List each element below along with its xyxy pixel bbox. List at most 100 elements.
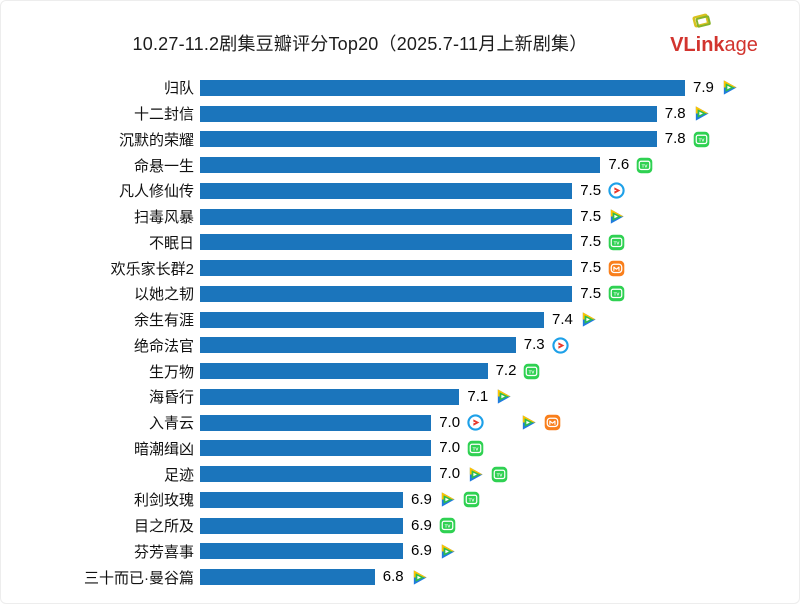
chart-row: 归队 7.9 — [0, 75, 800, 101]
bar-track: 7.0 — [200, 414, 800, 431]
rating-bar — [200, 285, 573, 302]
platform-icon-slot: TV — [463, 491, 480, 508]
platform-icon-slot — [439, 491, 456, 508]
tencent-video-icon — [498, 389, 511, 404]
chart-row: 不眠日 7.5 TV — [0, 230, 800, 256]
bar-track: 6.9 — [200, 543, 800, 560]
drama-title-label: 芬芳喜事 — [133, 543, 194, 561]
bar-track: 7.5 TV — [200, 234, 800, 251]
platform-icon-slot — [439, 543, 456, 560]
drama-title-label: 扫毒风暴 — [133, 209, 194, 227]
iqiyi-icon: TV — [463, 492, 480, 508]
rating-value: 7.8 — [664, 104, 686, 122]
drama-title-label: 绝命法官 — [133, 337, 194, 355]
platform-icon-slot: TV — [693, 131, 710, 148]
rating-value: 6.9 — [411, 542, 432, 560]
chart-row: 足迹 7.0 TV — [0, 461, 800, 487]
drama-title-label: 足迹 — [163, 466, 194, 484]
drama-title-label: 以她之韧 — [133, 286, 194, 304]
rating-bar — [200, 208, 573, 225]
rating-value: 7.5 — [580, 181, 602, 199]
platform-icon-slot — [608, 182, 625, 200]
platform-icon-slot — [721, 79, 738, 96]
platform-icon-slot — [608, 260, 625, 277]
platform-icon-slot — [608, 208, 625, 225]
mango-tv-icon — [608, 260, 625, 276]
svg-text:TV: TV — [698, 137, 705, 142]
platform-icon-slot — [467, 414, 484, 431]
rating-value: 7.5 — [580, 233, 602, 251]
tencent-video-icon — [522, 415, 536, 430]
rating-bar — [200, 491, 403, 508]
chart-row: 十二封信 7.8 — [0, 101, 800, 127]
bar-track: 7.2 TV — [200, 363, 800, 380]
bar-track: 7.5 — [200, 181, 800, 200]
bar-track: 7.5 — [200, 260, 800, 277]
rating-value: 7.3 — [523, 336, 545, 354]
vlinkage-box-icon — [689, 12, 713, 35]
rating-value: 7.0 — [439, 413, 461, 431]
chart-row: 利剑玫瑰 6.9 TV — [0, 487, 800, 513]
rating-bar — [200, 569, 375, 586]
bar-track: 7.8 TV — [200, 131, 800, 148]
platform-icon-slot: TV — [636, 157, 653, 174]
platform-icon-slot — [580, 311, 597, 328]
tencent-video-icon — [723, 80, 737, 95]
mango-tv-icon — [544, 414, 561, 431]
rating-bar — [200, 337, 516, 354]
drama-title-label: 海昏行 — [148, 389, 194, 407]
drama-title-label: 三十而已·曼谷篇 — [84, 569, 194, 587]
logo-text-bold: VLink — [670, 34, 725, 56]
bar-track: 7.4 — [200, 311, 800, 328]
bar-track: 6.9 TV — [200, 517, 800, 534]
svg-text:TV: TV — [497, 472, 504, 477]
drama-title-label: 不眠日 — [148, 234, 194, 252]
chart-row: 沉默的荣耀 7.8 TV — [0, 127, 800, 153]
platform-icon-slot: TV — [523, 363, 540, 380]
bar-track: 6.8 — [200, 569, 800, 586]
drama-title-label: 欢乐家长群2 — [110, 260, 194, 278]
rating-bar — [200, 466, 432, 483]
svg-text:TV: TV — [444, 524, 451, 529]
platform-icon-slot — [552, 337, 569, 354]
rating-bar — [200, 543, 403, 560]
rating-bar — [200, 105, 657, 122]
chart-row: 命悬一生 7.6 TV — [0, 152, 800, 178]
drama-title-label: 沉默的荣耀 — [118, 131, 194, 149]
iqiyi-icon: TV — [439, 517, 456, 534]
rating-bar — [200, 517, 403, 534]
platform-icon-slot — [520, 414, 537, 431]
rating-value: 7.4 — [552, 310, 573, 328]
rating-value: 7.5 — [580, 207, 602, 225]
platform-icon-slot: TV — [491, 466, 508, 483]
drama-title-label: 暗潮缉凶 — [133, 440, 194, 458]
rating-bar — [200, 260, 573, 277]
bar-track: 7.8 — [200, 105, 800, 122]
tencent-video-icon — [469, 467, 483, 482]
icon-gap — [491, 422, 513, 423]
drama-title-label: 利剑玫瑰 — [133, 492, 194, 510]
bar-chart: 归队 7.9 十二封信 7.8 沉默的荣耀 7.8 TV 命悬一生 7.6 TV 凡人修仙传 7.5 扫… — [0, 75, 800, 590]
rating-bar — [200, 414, 432, 431]
iqiyi-icon: TV — [524, 363, 540, 379]
rating-bar — [200, 157, 601, 174]
chart-title: 10.27-11.2剧集豆瓣评分Top20（2025.7-11月上新剧集） — [132, 34, 588, 54]
iqiyi-icon: TV — [693, 131, 709, 148]
svg-text:TV: TV — [614, 240, 621, 245]
platform-icon-slot — [411, 569, 428, 586]
rating-bar — [200, 388, 460, 405]
drama-title-label: 凡人修仙传 — [118, 183, 194, 201]
vlinkage-logo: VLinkage — [664, 12, 764, 62]
rating-bar — [200, 182, 573, 199]
chart-row: 入青云 7.0 — [0, 410, 800, 436]
svg-text:TV: TV — [473, 446, 480, 451]
svg-text:TV: TV — [529, 369, 536, 374]
drama-title-label: 入青云 — [148, 415, 194, 433]
chart-row: 海昏行 7.1 — [0, 384, 800, 410]
drama-title-label: 生万物 — [148, 363, 194, 381]
rating-bar — [200, 363, 488, 380]
chart-row: 以她之韧 7.5 TV — [0, 281, 800, 307]
iqiyi-icon: TV — [608, 234, 625, 251]
svg-text:TV: TV — [614, 292, 621, 297]
youku-icon — [608, 182, 625, 200]
